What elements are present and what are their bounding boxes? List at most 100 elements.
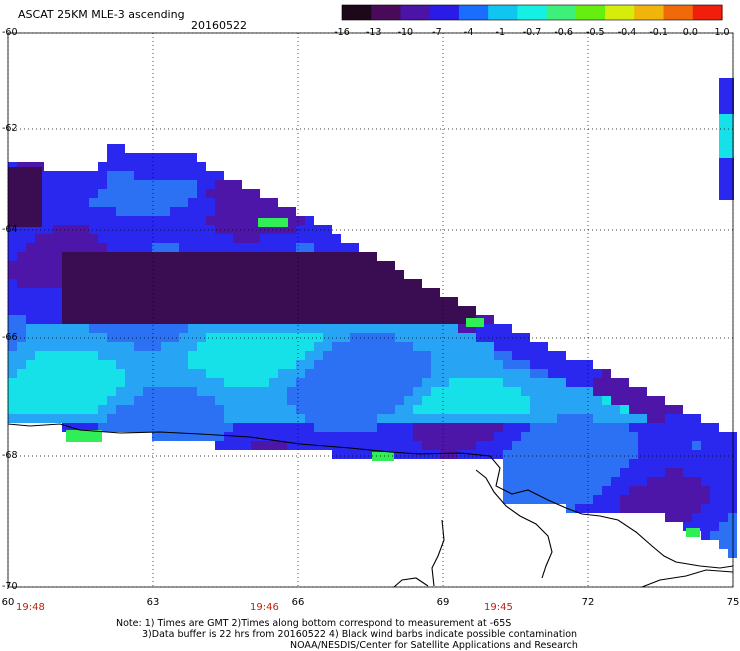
swath-cell: [647, 450, 656, 459]
swath-cell: [125, 162, 134, 171]
swath-cell: [170, 252, 179, 261]
swath-cell: [359, 369, 368, 378]
swath-cell: [584, 468, 593, 477]
swath-cell: [80, 378, 89, 387]
swath-cell: [98, 387, 107, 396]
swath-cell: [539, 486, 548, 495]
swath-cell: [575, 468, 584, 477]
swath-cell: [242, 405, 251, 414]
swath-cell: [566, 405, 575, 414]
swath-cell: [98, 342, 107, 351]
swath-cell: [260, 297, 269, 306]
swath-cell: [539, 378, 548, 387]
swath-cell: [314, 387, 323, 396]
swath-cell: [71, 171, 80, 180]
swath-cell: [188, 396, 197, 405]
swath-cell: [179, 288, 188, 297]
swath-cell: [260, 396, 269, 405]
swath-cell: [242, 216, 251, 225]
swath-cell: [179, 315, 188, 324]
swath-cell: [386, 261, 395, 270]
swath-cell: [710, 504, 719, 513]
swath-cell: [152, 378, 161, 387]
swath-cell: [692, 522, 701, 531]
swath-cell: [566, 459, 575, 468]
swath-cell: [89, 324, 98, 333]
swath-cell: [152, 207, 161, 216]
swath-cell: [422, 396, 431, 405]
swath-cell: [638, 414, 647, 423]
swath-cell: [242, 414, 251, 423]
swath-cell: [179, 252, 188, 261]
swath-cell: [143, 180, 152, 189]
swath-cell: [80, 360, 89, 369]
swath-cell: [143, 171, 152, 180]
swath-cell: [260, 270, 269, 279]
swath-cell: [449, 297, 458, 306]
swath-cell: [341, 279, 350, 288]
swath-cell: [206, 306, 215, 315]
swath-cell: [521, 333, 530, 342]
swath-cell: [305, 342, 314, 351]
swath-cell: [539, 441, 548, 450]
swath-cell: [161, 369, 170, 378]
swath-cell: [557, 351, 566, 360]
swath-cell: [233, 297, 242, 306]
swath-cell: [503, 459, 512, 468]
swath-cell: [638, 459, 647, 468]
swath-cell: [269, 387, 278, 396]
swath-cell: [107, 324, 116, 333]
swath-cell: [116, 414, 125, 423]
swath-cell: [152, 405, 161, 414]
swath-cell: [233, 351, 242, 360]
swath-cell: [710, 531, 719, 540]
swath-cell: [161, 261, 170, 270]
swath-cell: [233, 324, 242, 333]
swath-cell: [305, 243, 314, 252]
swath-cell: [710, 441, 719, 450]
swath-cell: [494, 450, 503, 459]
swath-cell: [287, 432, 296, 441]
swath-cell: [224, 423, 233, 432]
swath-cell: [143, 396, 152, 405]
swath-cell: [179, 189, 188, 198]
swath-cell: [368, 270, 377, 279]
swath-cell: [296, 288, 305, 297]
swath-cell: [323, 234, 332, 243]
swath-cell: [224, 252, 233, 261]
swath-cell: [278, 387, 287, 396]
swath-cell: [566, 414, 575, 423]
swath-cell: [395, 414, 404, 423]
swath-cell: [17, 387, 26, 396]
swath-cell: [260, 207, 269, 216]
swath-cell: [530, 486, 539, 495]
swath-cell: [485, 423, 494, 432]
swath-cell: [548, 351, 557, 360]
swath-cell: [44, 405, 53, 414]
swath-cell: [413, 414, 422, 423]
swath-cell: [476, 396, 485, 405]
swath-cell: [224, 360, 233, 369]
swath-cell: [728, 531, 737, 540]
swath-cell: [368, 279, 377, 288]
swath-cell: [197, 378, 206, 387]
swath-cell: [224, 207, 233, 216]
swath-cell: [431, 369, 440, 378]
swath-cell: [179, 432, 188, 441]
swath-cell: [8, 315, 17, 324]
swath-cell: [242, 378, 251, 387]
swath-cell: [17, 324, 26, 333]
swath-cell: [224, 180, 233, 189]
swath-cell: [602, 495, 611, 504]
swath-cell: [224, 225, 233, 234]
swath-cell: [296, 243, 305, 252]
swath-cell: [566, 387, 575, 396]
swath-cell: [161, 396, 170, 405]
swath-cell: [170, 414, 179, 423]
swath-cell: [269, 279, 278, 288]
swath-cell: [251, 414, 260, 423]
swath-cell: [197, 216, 206, 225]
swath-cell: [548, 387, 557, 396]
swath-cell: [485, 387, 494, 396]
swath-cell: [44, 324, 53, 333]
